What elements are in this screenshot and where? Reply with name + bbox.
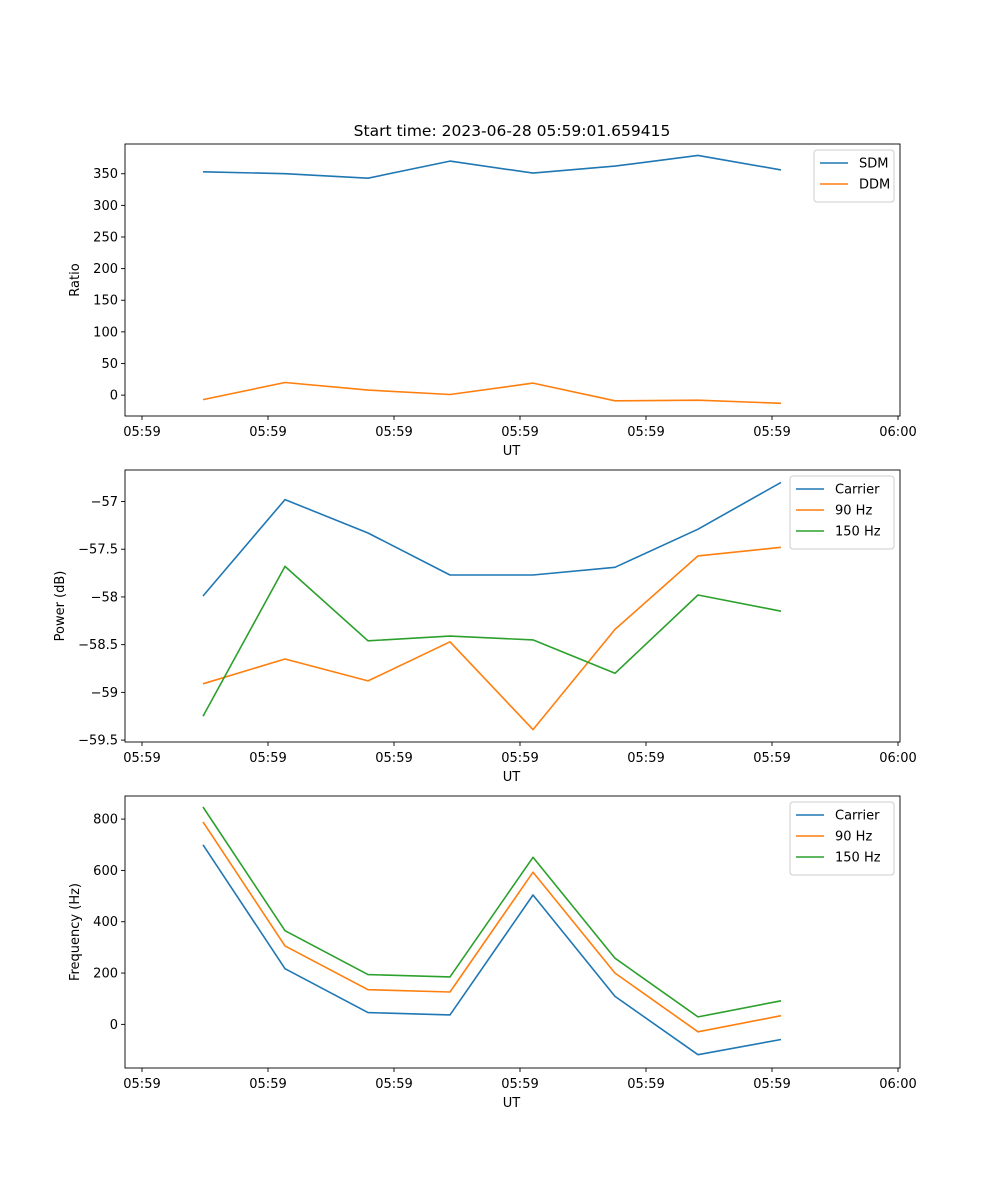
- x-tick-label: 05:59: [627, 751, 664, 766]
- legend-entry: Carrier: [835, 809, 880, 824]
- legend: Carrier 90 Hz 150 Hz: [789, 475, 895, 550]
- y-tick-label: −58.5: [78, 638, 118, 653]
- y-axis-label: Ratio: [68, 263, 83, 296]
- x-tick-label: 06:00: [879, 751, 916, 766]
- x-axis-label: UT: [503, 1096, 521, 1111]
- figure-title: Start time: 2023-06-28 05:59:01.659415: [354, 122, 671, 140]
- plot-frame: [124, 795, 901, 1069]
- x-tick-label: 05:59: [627, 1077, 664, 1092]
- x-tick-label: 05:59: [123, 751, 160, 766]
- y-tick-label: 50: [101, 357, 118, 372]
- x-tick-label: 05:59: [627, 425, 664, 440]
- chart-panel-1: 05:59 05:59 05:59 05:59 05:59 05:59 06:00 0 50 10…: [68, 143, 917, 459]
- y-axis-label: Frequency (Hz): [68, 883, 83, 981]
- x-tick-label: 05:59: [249, 1077, 286, 1092]
- series-line-150-hz: [202, 565, 782, 717]
- x-tick-label: 06:00: [879, 1077, 916, 1092]
- chart-panel-2: 05:59 05:59 05:59 05:59 05:59 05:59 06:00 −59.5…: [53, 469, 917, 785]
- x-tick-label: 05:59: [501, 1077, 538, 1092]
- y-tick-label: 600: [93, 864, 118, 879]
- x-tick-label: 05:59: [375, 425, 412, 440]
- legend-entry: 150 Hz: [835, 525, 881, 540]
- y-tick-label: 800: [93, 813, 118, 828]
- y-tick-label: 350: [93, 167, 118, 182]
- x-tick-label: 05:59: [753, 425, 790, 440]
- x-tick-label: 05:59: [249, 425, 286, 440]
- legend: Carrier 90 Hz 150 Hz: [789, 801, 895, 876]
- x-tick-label: 05:59: [375, 751, 412, 766]
- chart-panel-3: 05:59 05:59 05:59 05:59 05:59 05:59 06:00 0 200 4…: [68, 795, 917, 1111]
- legend-entry: 90 Hz: [835, 830, 872, 845]
- y-tick-label: −57: [91, 495, 118, 510]
- y-tick-label: 0: [110, 389, 118, 404]
- y-tick-label: 200: [93, 262, 118, 277]
- y-tick-label: 0: [110, 1018, 118, 1033]
- y-tick-label: 200: [93, 967, 118, 982]
- x-tick-label: 05:59: [123, 425, 160, 440]
- series-line-ddm: [202, 381, 782, 405]
- legend-entry: Carrier: [835, 483, 880, 498]
- plot-frame: [124, 143, 901, 417]
- y-tick-label: −59.5: [78, 734, 118, 749]
- y-tick-label: −58: [91, 590, 118, 605]
- series-line-carrier: [202, 844, 782, 1056]
- y-tick-label: 300: [93, 199, 118, 214]
- series-line-carrier: [202, 481, 782, 597]
- charts-container: 05:59 05:59 05:59 05:59 05:59 05:59 06:00 0 50 10…: [53, 143, 917, 1111]
- series-line-sdm: [202, 154, 782, 179]
- x-tick-label: 06:00: [879, 425, 916, 440]
- y-tick-label: 400: [93, 915, 118, 930]
- y-tick-label: −59: [91, 686, 118, 701]
- legend-entry: 150 Hz: [835, 851, 881, 866]
- x-tick-label: 05:59: [753, 1077, 790, 1092]
- x-axis-label: UT: [503, 770, 521, 785]
- legend-entry: SDM: [859, 157, 888, 172]
- series-line-90-hz: [202, 546, 782, 731]
- y-tick-label: 250: [93, 230, 118, 245]
- y-axis-label: Power (dB): [53, 571, 68, 642]
- x-tick-label: 05:59: [375, 1077, 412, 1092]
- series-line-90-hz: [202, 821, 782, 1033]
- x-axis-label: UT: [503, 444, 521, 459]
- legend-entry: 90 Hz: [835, 504, 872, 519]
- x-tick-label: 05:59: [753, 751, 790, 766]
- y-tick-label: 100: [93, 325, 118, 340]
- legend: SDM DDM: [813, 149, 895, 203]
- legend-entry: DDM: [859, 178, 890, 193]
- y-tick-label: 150: [93, 294, 118, 309]
- plot-frame: [124, 469, 901, 743]
- x-tick-label: 05:59: [123, 1077, 160, 1092]
- y-tick-label: −57.5: [78, 543, 118, 558]
- x-tick-label: 05:59: [501, 751, 538, 766]
- series-line-150-hz: [202, 806, 782, 1018]
- x-tick-label: 05:59: [501, 425, 538, 440]
- x-tick-label: 05:59: [249, 751, 286, 766]
